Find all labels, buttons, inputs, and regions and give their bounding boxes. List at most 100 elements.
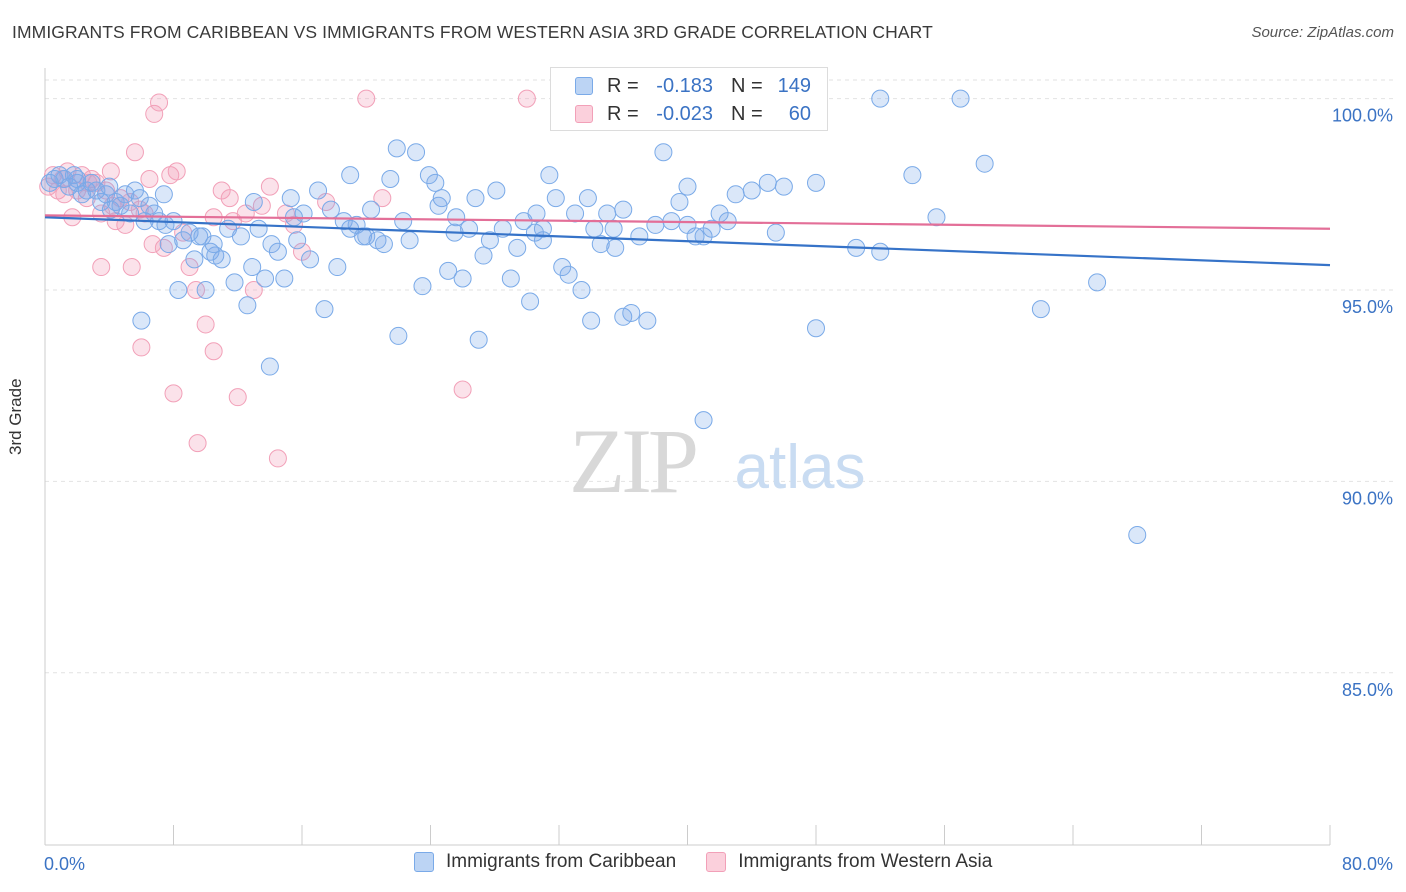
point-caribbean [614,200,633,219]
x-tick-label: 0.0% [44,854,85,874]
point-caribbean [357,227,376,246]
point-caribbean [469,330,488,349]
point-caribbean [630,227,649,246]
point-caribbean [132,311,151,330]
point-caribbean [328,258,347,277]
point-caribbean [288,231,307,250]
point-caribbean [718,212,737,231]
point-caribbean [130,189,149,208]
point-caribbean [309,181,328,200]
point-caribbean [654,143,673,162]
point-western-asia [188,434,207,453]
point-caribbean [260,357,279,376]
point-caribbean [374,235,393,254]
legend-r-label: R = [607,74,639,97]
point-caribbean [196,281,215,299]
point-caribbean [394,212,413,231]
point-caribbean [726,185,745,204]
point-caribbean [572,281,591,299]
point-caribbean [111,196,130,215]
point-caribbean [527,204,546,223]
point-caribbean [225,273,244,292]
tick-labels: 85.0% 90.0% 95.0% 100.0% 0.0% 80.0% [44,106,1393,874]
point-caribbean [807,173,825,192]
point-caribbean [951,89,970,108]
point-caribbean [975,154,994,173]
legend-swatch-pink [575,105,593,123]
point-caribbean [521,292,540,311]
point-caribbean [281,189,300,208]
point-caribbean [559,265,578,284]
point-caribbean [231,227,250,246]
legend-swatch-pink [706,852,727,872]
point-caribbean [871,89,890,108]
watermark-zip: ZIP [569,410,696,512]
point-caribbean [68,173,87,192]
legend-label-caribbean: Immigrants from Caribbean [446,851,677,872]
grid-lines [45,79,1395,674]
point-western-asia [228,388,247,407]
point-caribbean [212,250,231,269]
legend-swatch-blue [575,77,593,95]
point-western-asia [260,177,279,196]
point-caribbean [606,238,625,257]
point-caribbean [453,269,472,288]
legend-item-western-asia[interactable]: Immigrants from Western Asia [706,851,992,873]
point-western-asia [357,89,376,108]
point-western-asia [150,93,169,112]
point-caribbean [591,235,610,254]
point-caribbean [1031,300,1050,319]
point-caribbean [362,200,381,219]
point-caribbean [387,139,406,158]
point-western-asia [92,258,111,277]
stats-legend: R = -0.183 N = 149 R = -0.023 N = 60 [550,67,828,131]
point-western-asia [453,380,472,399]
point-western-asia [373,189,392,208]
point-caribbean [903,166,922,185]
chart-title: IMMIGRANTS FROM CARIBBEAN VS IMMIGRANTS … [12,22,933,42]
point-caribbean [400,231,419,250]
trend-line-western-asia [44,214,1331,230]
point-caribbean [156,215,175,234]
legend-item-caribbean[interactable]: Immigrants from Caribbean [414,851,676,873]
legend-swatch-blue [414,852,434,872]
trend-lines [44,214,1331,267]
point-caribbean [243,258,262,277]
point-western-asia [196,315,215,334]
point-caribbean [646,215,665,234]
point-western-asia [125,143,144,162]
point-caribbean [419,166,438,185]
point-caribbean [1128,525,1147,544]
point-caribbean [275,269,294,288]
point-caribbean [426,173,445,192]
watermark: ZIP atlas [569,410,865,512]
point-western-asia [167,162,186,181]
point-caribbean [742,181,761,200]
point-caribbean [262,235,281,254]
point-caribbean [249,219,268,238]
legend-n-label: N = [731,102,763,125]
point-caribbean [466,189,485,208]
point-caribbean [546,189,565,208]
point-caribbean [585,219,604,238]
point-caribbean [381,170,400,188]
point-caribbean [407,143,426,162]
legend-r-label: R = [607,102,639,125]
point-caribbean [413,277,432,296]
legend-label-western-asia: Immigrants from Western Asia [738,851,993,872]
legend-n-value: 60 [788,102,811,125]
point-caribbean [553,258,572,277]
point-western-asia [517,89,536,108]
point-caribbean [702,219,721,238]
point-caribbean [540,166,559,185]
point-western-asia [164,384,183,403]
point-western-asia [186,281,205,299]
point-caribbean [439,261,458,280]
point-caribbean [474,246,493,265]
point-caribbean [121,204,140,223]
point-western-asia [140,170,159,188]
point-caribbean [341,166,360,185]
series-caribbean-points [40,89,1147,544]
point-caribbean [256,269,275,288]
